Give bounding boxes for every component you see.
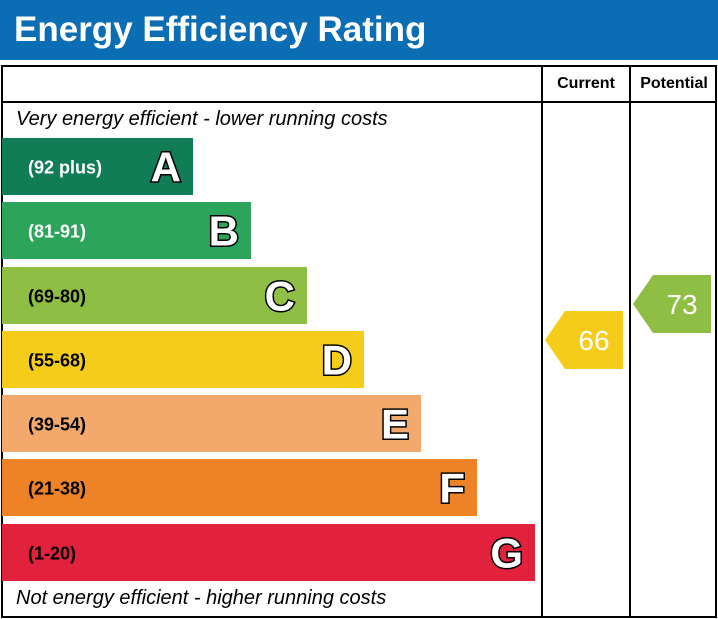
bottom-note: Not energy efficient - higher running co…: [16, 587, 387, 609]
current-rating-arrow: [545, 311, 623, 369]
band-range-E: (39-54): [28, 415, 86, 435]
band-range-D: (55-68): [28, 351, 86, 371]
band-bar-F: [2, 459, 477, 516]
current-column-divider: [541, 65, 543, 618]
band-range-B: (81-91): [28, 222, 86, 242]
band-bar-B: [2, 202, 251, 259]
band-range-C: (69-80): [28, 287, 86, 307]
band-letter-A: A: [151, 144, 181, 191]
band-letter-D: D: [322, 337, 352, 384]
potential-rating-value: 73: [666, 289, 697, 320]
band-bar-D: [2, 331, 364, 388]
current-column-header: Current: [557, 75, 615, 92]
potential-column-divider: [629, 65, 631, 618]
band-range-G: (1-20): [28, 544, 76, 564]
header-divider: [1, 101, 717, 103]
potential-rating-arrow: [633, 275, 711, 333]
chart-title: Energy Efficiency Rating: [0, 0, 718, 60]
band-bar-G: [2, 524, 535, 581]
band-letter-E: E: [381, 401, 409, 448]
top-note: Very energy efficient - lower running co…: [16, 108, 388, 130]
band-letter-B: B: [209, 208, 239, 255]
band-letter-G: G: [490, 530, 523, 577]
band-letter-F: F: [439, 465, 465, 512]
band-bar-E: [2, 395, 421, 452]
band-letter-C: C: [265, 273, 295, 320]
band-bar-A: [2, 138, 193, 195]
band-range-F: (21-38): [28, 479, 86, 499]
band-range-A: (92 plus): [28, 158, 102, 178]
band-bar-C: [2, 267, 307, 324]
potential-column-header: Potential: [640, 75, 708, 92]
current-rating-value: 66: [578, 325, 609, 356]
